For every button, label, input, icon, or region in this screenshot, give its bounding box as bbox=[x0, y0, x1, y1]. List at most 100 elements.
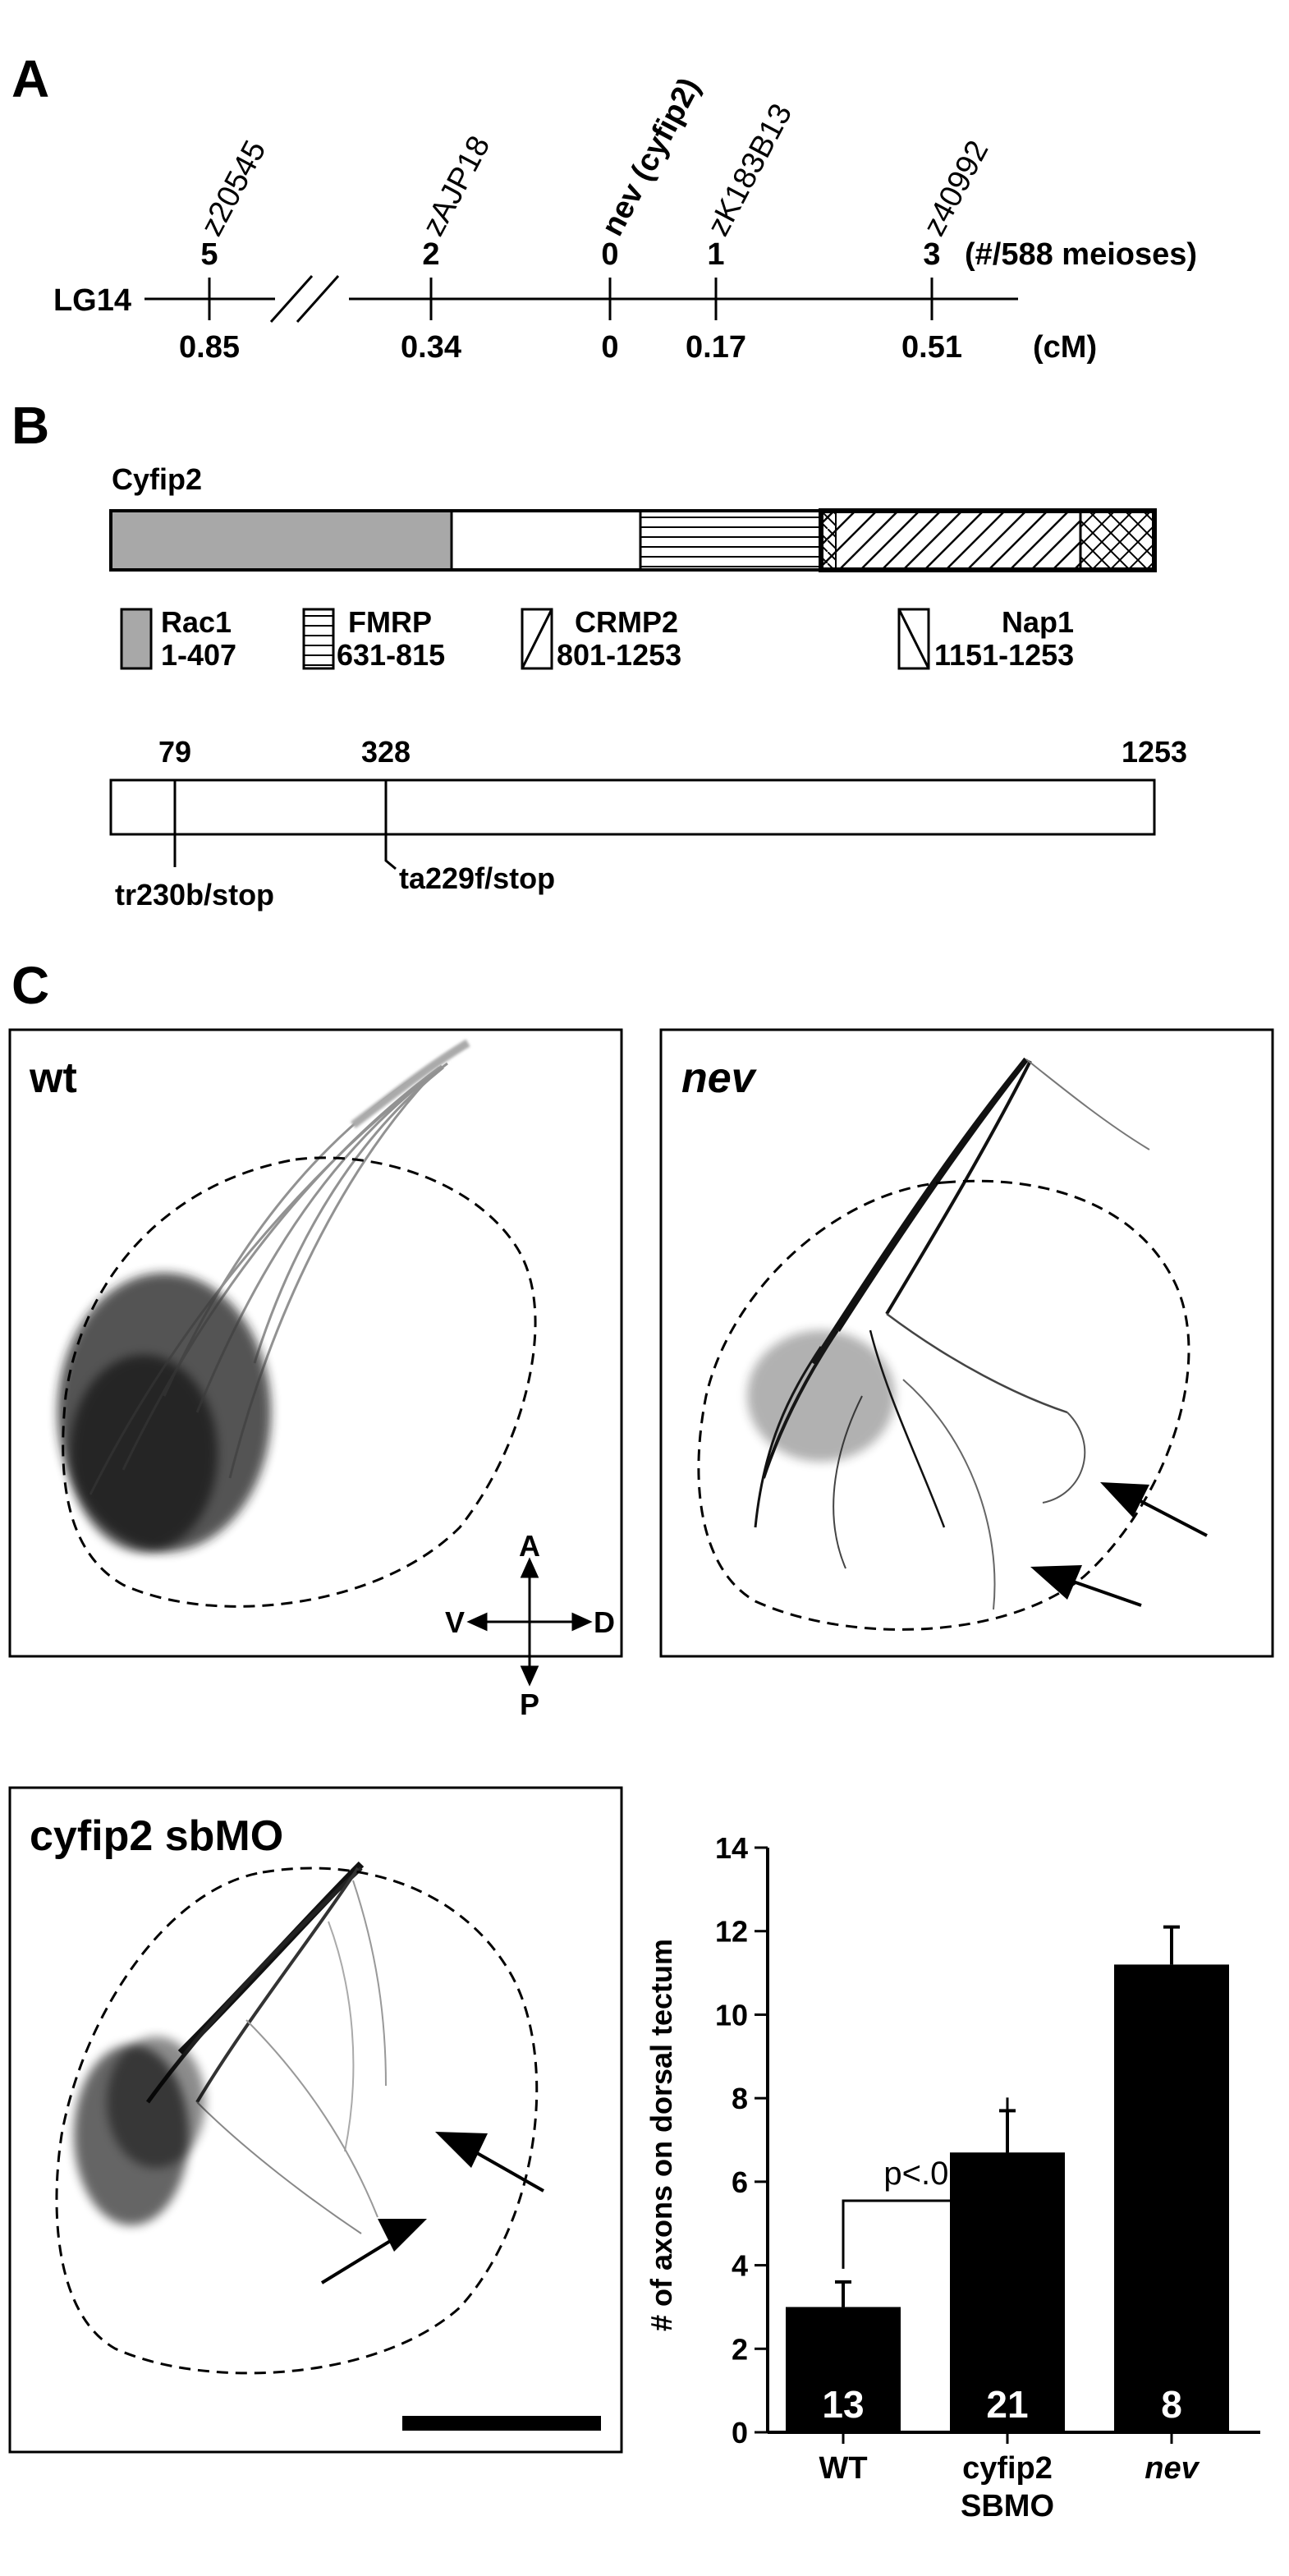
position-79: 79 bbox=[158, 735, 191, 769]
image-label-nev: nev bbox=[681, 1054, 758, 1102]
marker-z20545: z20545 5 0.85 bbox=[179, 135, 273, 365]
n-label: 8 bbox=[1161, 2383, 1182, 2426]
image-label-sbmo: cyfip2 sbMO bbox=[30, 1812, 283, 1860]
tectum-outline-wt bbox=[62, 1156, 537, 1608]
linkage-map: LG14 (#/588 meioses) (cM) z20545 5 0.85 … bbox=[53, 72, 1197, 365]
domain-legend: Rac1 1-407 FMRP 631-815 CRMP2 801-1253 N… bbox=[120, 605, 1074, 672]
cm-unit-label: (cM) bbox=[1033, 330, 1097, 365]
image-wt: wt A P V D bbox=[8, 1028, 623, 1721]
bar-chart: # of axons on dorsal tectum 02468101214 … bbox=[644, 1831, 1260, 2523]
marker-name: nev (cyfip2) bbox=[595, 72, 707, 241]
n-label: 13 bbox=[822, 2383, 864, 2426]
meioses-note: (#/588 meioses) bbox=[965, 237, 1197, 272]
y-tick-label: 12 bbox=[715, 1915, 748, 1949]
y-axis-ticks: 0 2 4 6 8 10 12 14 bbox=[715, 1831, 768, 2450]
x-tick-label: cyfip2 bbox=[962, 2451, 1053, 2486]
marker-count: 2 bbox=[422, 237, 439, 272]
image-nev: nev bbox=[659, 1028, 1274, 1658]
domain-nap1-crmp2-overlap bbox=[1080, 511, 1154, 570]
y-tick-label: 14 bbox=[715, 1831, 748, 1865]
compass-p: P bbox=[520, 1687, 539, 1721]
bars: 13 21 8 bbox=[786, 1925, 1229, 2432]
mutation-ta229f: ta229f/stop bbox=[399, 861, 555, 895]
panel-b-letter: B bbox=[11, 396, 49, 455]
domain-bar bbox=[109, 508, 1157, 572]
legend-fmrp: FMRP 631-815 bbox=[302, 605, 445, 672]
y-tick-label: 0 bbox=[732, 2416, 748, 2450]
marker-name: z40992 bbox=[917, 135, 996, 241]
legend-range: 631-815 bbox=[337, 638, 445, 672]
compass-a: A bbox=[519, 1529, 540, 1563]
marker-cm: 0.51 bbox=[901, 330, 962, 365]
legend-label: Rac1 bbox=[161, 605, 232, 639]
domain-nap1-overlap bbox=[821, 511, 836, 570]
y-tick-label: 6 bbox=[732, 2165, 748, 2199]
mutation-map: 79 328 1253 tr230b/stop ta229f/stop bbox=[109, 735, 1187, 911]
domain-rac1 bbox=[111, 511, 452, 570]
legend-crmp2: CRMP2 801-1253 bbox=[521, 605, 681, 672]
marker-nev-cyfip2: nev (cyfip2) 0 0 bbox=[595, 72, 707, 365]
compass-d: D bbox=[594, 1605, 615, 1639]
scale-bar bbox=[402, 2416, 601, 2431]
marker-count: 3 bbox=[923, 237, 940, 272]
mutation-tr230b: tr230b/stop bbox=[115, 878, 274, 911]
legend-range: 1151-1253 bbox=[934, 638, 1074, 672]
legend-label: CRMP2 bbox=[575, 605, 678, 639]
marker-count: 1 bbox=[707, 237, 724, 272]
arrow-icon bbox=[1100, 1482, 1208, 1537]
marker-zk183b13: zK183B13 1 0.17 bbox=[686, 99, 799, 365]
legend-label: FMRP bbox=[348, 605, 432, 639]
arrow-icon bbox=[435, 2132, 544, 2193]
marker-name: z20545 bbox=[195, 135, 273, 241]
marker-cm: 0.34 bbox=[401, 330, 461, 365]
significance-bracket: p<.01 bbox=[842, 2097, 1009, 2269]
n-label: 21 bbox=[986, 2383, 1028, 2426]
axis-break-mark bbox=[269, 275, 314, 323]
marker-name: zAJP18 bbox=[416, 131, 498, 241]
marker-cm: 0.17 bbox=[686, 330, 746, 365]
panel-c-letter: C bbox=[11, 956, 49, 1015]
x-tick-label: SBMO bbox=[961, 2489, 1054, 2523]
tectum-outline-sbmo bbox=[55, 1867, 539, 2375]
arrow-icon bbox=[320, 2219, 427, 2284]
legend-nap1: Nap1 1151-1253 bbox=[897, 605, 1074, 672]
mutation-tick-ta229f bbox=[384, 780, 397, 870]
position-1253: 1253 bbox=[1122, 735, 1187, 769]
y-tick-label: 4 bbox=[732, 2249, 748, 2283]
marker-zajp18: zAJP18 2 0.34 bbox=[401, 131, 497, 365]
marker-cm: 0 bbox=[601, 330, 618, 365]
y-tick-label: 10 bbox=[715, 1998, 748, 2032]
tectum-outline-nev bbox=[697, 1179, 1190, 1631]
x-tick-label: WT bbox=[819, 2451, 867, 2486]
panel-a-letter: A bbox=[11, 49, 49, 108]
x-tick-label: nev bbox=[1145, 2451, 1200, 2486]
y-tick-label: 8 bbox=[732, 2082, 748, 2115]
legend-label: Nap1 bbox=[1002, 605, 1074, 639]
bar bbox=[1114, 1964, 1229, 2432]
axis-break-mark bbox=[296, 275, 340, 323]
position-328: 328 bbox=[361, 735, 411, 769]
image-label-wt: wt bbox=[29, 1054, 77, 1102]
marker-count: 0 bbox=[601, 237, 618, 272]
compass-v: V bbox=[445, 1605, 465, 1639]
legend-rac1: Rac1 1-407 bbox=[120, 605, 236, 672]
domain-unlabeled bbox=[452, 511, 640, 570]
legend-range: 1-407 bbox=[161, 638, 236, 672]
bar bbox=[786, 2307, 901, 2432]
domain-crmp2 bbox=[821, 511, 1080, 570]
marker-count: 5 bbox=[200, 237, 218, 272]
axon-signal-wt bbox=[57, 1039, 470, 1552]
marker-cm: 0.85 bbox=[179, 330, 240, 365]
linkage-group-label: LG14 bbox=[53, 283, 131, 318]
image-cyfip2-sbmo: cyfip2 sbMO bbox=[8, 1786, 623, 2454]
arrow-icon bbox=[1030, 1565, 1142, 1607]
legend-range: 801-1253 bbox=[557, 638, 681, 672]
domain-fmrp bbox=[640, 511, 821, 570]
orientation-compass bbox=[466, 1557, 593, 1687]
p-value: p<.01 bbox=[883, 2156, 966, 2192]
protein-name: Cyfip2 bbox=[112, 462, 202, 496]
marker-name: zK183B13 bbox=[701, 99, 799, 242]
y-tick-label: 2 bbox=[732, 2332, 748, 2366]
bracket-line bbox=[842, 2097, 1009, 2269]
